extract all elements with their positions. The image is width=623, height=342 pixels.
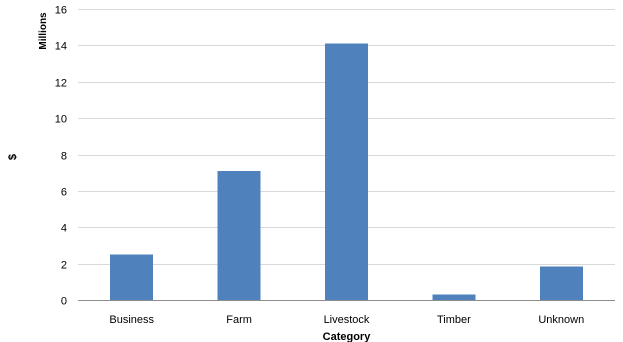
- y-tick-label: 16: [55, 5, 67, 17]
- y-tick-label: 0: [61, 296, 67, 308]
- x-tick-label: Timber: [437, 314, 471, 326]
- y-tick-label: 8: [61, 151, 67, 163]
- y-tick-label: 12: [55, 78, 67, 90]
- bar-business: [110, 254, 154, 300]
- x-tick-labels: Business Farm Livestock Timber Unknown: [109, 314, 584, 326]
- y-tick-label: 4: [61, 223, 67, 235]
- x-axis-title: Category: [323, 331, 372, 342]
- x-tick-label: Farm: [226, 314, 252, 326]
- bar-farm: [217, 170, 261, 300]
- y-tick-label: 6: [61, 187, 67, 199]
- y-tick-labels: 0 2 4 6 8 10 12 14 16: [55, 5, 67, 308]
- y-tick-label: 10: [55, 114, 67, 126]
- bar-livestock: [325, 43, 368, 301]
- x-tick-label: Business: [109, 314, 154, 326]
- bar-unknown: [539, 266, 583, 300]
- y-tick-label: 14: [55, 41, 67, 53]
- x-tick-label: Livestock: [324, 314, 370, 326]
- bars: [110, 43, 583, 301]
- y-axis-title: $: [7, 154, 19, 160]
- y-tick-label: 2: [61, 260, 67, 272]
- bar-timber: [432, 294, 476, 300]
- x-tick-label: Unknown: [538, 314, 584, 326]
- y-units-label: Millions: [38, 12, 49, 50]
